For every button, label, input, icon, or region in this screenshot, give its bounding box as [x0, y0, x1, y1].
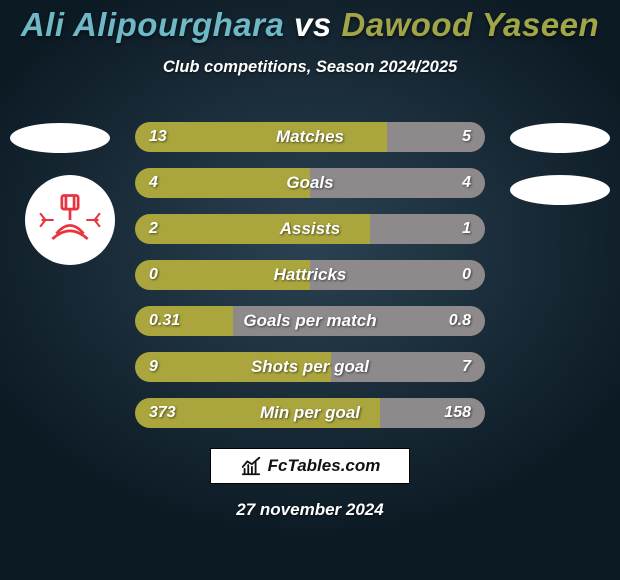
stat-label: Matches — [135, 122, 485, 152]
club-badge-icon — [36, 186, 104, 254]
stat-label: Min per goal — [135, 398, 485, 428]
title-vs: vs — [294, 6, 332, 43]
player1-avatar-placeholder — [10, 123, 110, 153]
stat-label: Hattricks — [135, 260, 485, 290]
chart-icon — [240, 455, 262, 477]
stat-label: Goals per match — [135, 306, 485, 336]
stat-label: Assists — [135, 214, 485, 244]
comparison-card: Ali Alipourghara vs Dawood Yaseen Club c… — [0, 0, 620, 580]
footer-date: 27 november 2024 — [0, 500, 620, 520]
stat-row: 135Matches — [135, 122, 485, 152]
footer-logo[interactable]: FcTables.com — [210, 448, 410, 484]
stat-row: 44Goals — [135, 168, 485, 198]
player2-club-placeholder — [510, 175, 610, 205]
stat-row: 00Hattricks — [135, 260, 485, 290]
stat-label: Shots per goal — [135, 352, 485, 382]
stat-row: 373158Min per goal — [135, 398, 485, 428]
title-player1: Ali Alipourghara — [21, 6, 284, 43]
player2-avatar-placeholder — [510, 123, 610, 153]
stat-row: 21Assists — [135, 214, 485, 244]
stat-row: 97Shots per goal — [135, 352, 485, 382]
stat-row: 0.310.8Goals per match — [135, 306, 485, 336]
title-player2: Dawood Yaseen — [341, 6, 599, 43]
player1-club-badge — [25, 175, 115, 265]
stat-bars: 135Matches 44Goals 21Assists 00Hattricks 0.3… — [135, 122, 485, 444]
subtitle: Club competitions, Season 2024/2025 — [0, 58, 620, 77]
page-title: Ali Alipourghara vs Dawood Yaseen — [0, 0, 620, 44]
footer-logo-text: FcTables.com — [268, 456, 381, 476]
stat-label: Goals — [135, 168, 485, 198]
